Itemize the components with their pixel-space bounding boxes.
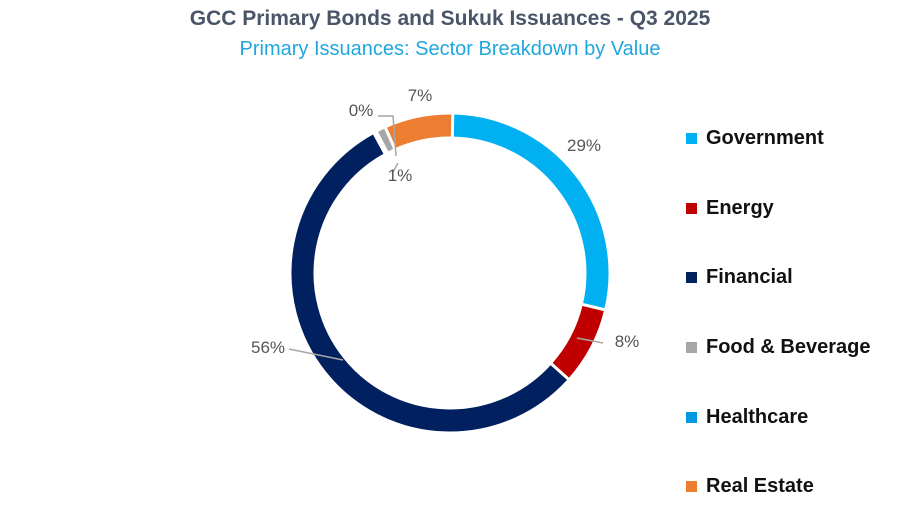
legend-label: Food & Beverage — [706, 336, 871, 359]
data-label-financial: 56% — [251, 338, 285, 357]
chart-subtitle: Primary Issuances: Sector Breakdown by V… — [239, 38, 661, 60]
leader-line — [576, 337, 604, 344]
data-label-energy: 8% — [615, 332, 640, 351]
leader-line — [391, 162, 399, 175]
data-label-real-estate: 7% — [408, 86, 433, 105]
chart-title: GCC Primary Bonds and Sukuk Issuances - … — [189, 7, 711, 30]
legend-item-real-estate: Real Estate — [686, 452, 870, 522]
leader-line — [288, 348, 344, 361]
legend-item-healthcare: Healthcare — [686, 382, 870, 452]
slice-real-estate — [383, 111, 455, 152]
data-label-government: 29% — [567, 136, 601, 155]
legend-swatch — [686, 481, 697, 493]
legend-label: Real Estate — [706, 475, 814, 498]
legend-label: Government — [706, 127, 824, 150]
legend-swatch — [686, 202, 697, 214]
legend-swatch — [686, 272, 697, 284]
legend-item-energy: Energy — [686, 174, 870, 244]
legend-item-financial: Financial — [686, 243, 870, 313]
data-label-food-beverage: 1% — [388, 166, 413, 185]
legend-label: Healthcare — [706, 405, 809, 428]
legend-swatch — [686, 133, 697, 145]
legend-swatch — [686, 411, 697, 423]
legend-item-food-beverage: Food & Beverage — [686, 313, 870, 383]
legend-swatch — [686, 342, 697, 354]
leader-line — [378, 115, 397, 157]
legend-label: Energy — [706, 196, 774, 219]
legend-label: Financial — [706, 266, 793, 289]
legend: Government Energy Financial Food & Bever… — [686, 104, 870, 522]
slice-financial — [288, 130, 572, 435]
data-label-healthcare: 0% — [349, 101, 374, 120]
legend-item-government: Government — [686, 104, 870, 174]
